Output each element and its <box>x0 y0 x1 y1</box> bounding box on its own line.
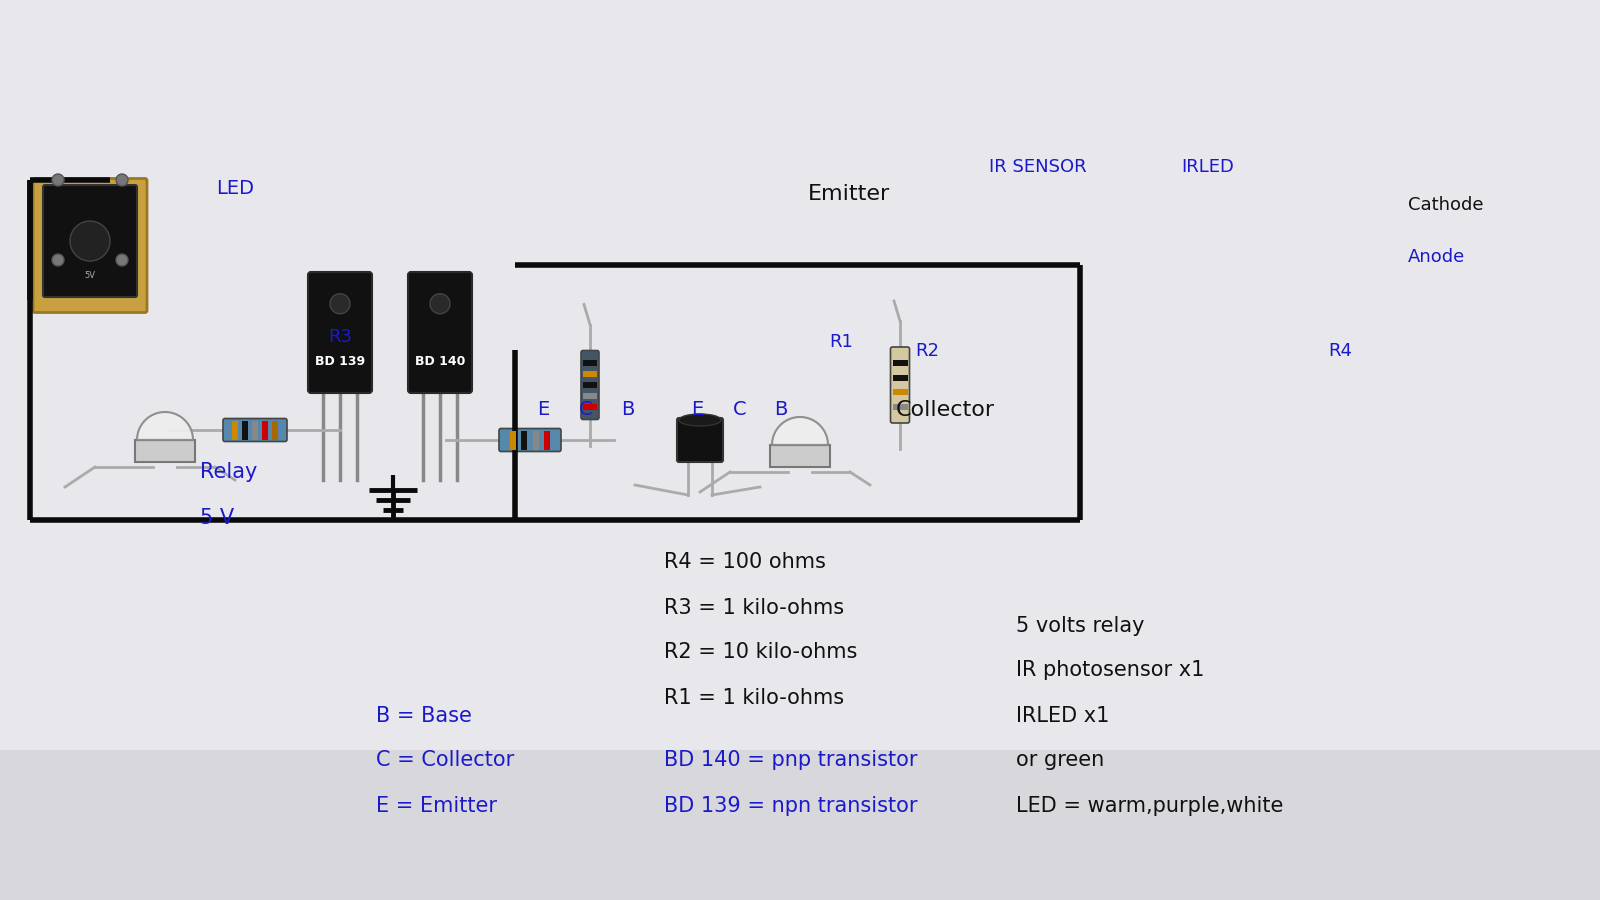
Text: or green: or green <box>1016 751 1104 770</box>
Text: C: C <box>579 400 594 419</box>
Circle shape <box>51 174 64 186</box>
Text: B: B <box>774 400 787 419</box>
Text: IR photosensor x1: IR photosensor x1 <box>1016 661 1205 680</box>
Bar <box>242 420 248 439</box>
Text: R2: R2 <box>915 342 939 360</box>
Text: 5 volts relay: 5 volts relay <box>1016 616 1144 635</box>
Bar <box>253 420 258 439</box>
Bar <box>770 445 830 467</box>
Circle shape <box>51 254 64 266</box>
Text: 5 V: 5 V <box>200 508 234 527</box>
Text: BD 139: BD 139 <box>315 355 365 368</box>
Text: R4 = 100 ohms: R4 = 100 ohms <box>664 553 826 572</box>
Bar <box>272 420 278 439</box>
FancyBboxPatch shape <box>307 272 371 393</box>
Circle shape <box>115 254 128 266</box>
Text: R3: R3 <box>328 328 352 346</box>
Ellipse shape <box>678 414 722 426</box>
Circle shape <box>115 174 128 186</box>
Text: Collector: Collector <box>896 400 995 419</box>
Text: Cathode: Cathode <box>1408 196 1483 214</box>
Text: E: E <box>538 400 550 419</box>
Text: LED: LED <box>216 179 254 199</box>
Bar <box>232 420 238 439</box>
Text: C = Collector: C = Collector <box>376 751 514 770</box>
Bar <box>522 430 528 449</box>
Text: R3 = 1 kilo-ohms: R3 = 1 kilo-ohms <box>664 598 845 617</box>
Bar <box>582 360 597 366</box>
FancyBboxPatch shape <box>891 347 909 423</box>
Bar <box>0 0 1600 750</box>
FancyBboxPatch shape <box>499 428 562 452</box>
FancyBboxPatch shape <box>677 418 723 462</box>
Text: R1 = 1 kilo-ohms: R1 = 1 kilo-ohms <box>664 688 845 707</box>
Bar <box>893 360 907 366</box>
FancyBboxPatch shape <box>34 178 147 312</box>
FancyBboxPatch shape <box>408 272 472 393</box>
Text: C: C <box>733 400 747 419</box>
Circle shape <box>430 293 450 314</box>
Bar <box>134 440 195 462</box>
Text: B: B <box>621 400 634 419</box>
Bar <box>893 403 907 410</box>
Text: 5V: 5V <box>85 271 96 280</box>
Text: B = Base: B = Base <box>376 706 472 725</box>
Text: BD 140: BD 140 <box>414 355 466 368</box>
Text: R1: R1 <box>829 333 853 351</box>
Bar <box>893 389 907 395</box>
FancyBboxPatch shape <box>222 418 286 442</box>
Text: IRLED: IRLED <box>1181 158 1234 176</box>
Bar <box>533 430 539 449</box>
FancyBboxPatch shape <box>581 350 598 419</box>
Text: Emitter: Emitter <box>808 184 890 203</box>
Bar <box>582 392 597 399</box>
Bar <box>0 750 1600 900</box>
Bar <box>582 404 597 410</box>
Text: LED = warm,purple,white: LED = warm,purple,white <box>1016 796 1283 815</box>
Bar <box>582 382 597 388</box>
Polygon shape <box>771 417 829 445</box>
Circle shape <box>70 221 110 261</box>
Text: IR SENSOR: IR SENSOR <box>989 158 1086 176</box>
Text: R2 = 10 kilo-ohms: R2 = 10 kilo-ohms <box>664 643 858 662</box>
Text: E = Emitter: E = Emitter <box>376 796 498 815</box>
Text: IRLED x1: IRLED x1 <box>1016 706 1109 725</box>
Bar <box>893 374 907 381</box>
Text: Anode: Anode <box>1408 248 1466 266</box>
Text: Relay: Relay <box>200 463 258 482</box>
Text: E: E <box>691 400 704 419</box>
Bar <box>262 420 269 439</box>
Bar <box>544 430 550 449</box>
Text: R4: R4 <box>1328 342 1352 360</box>
Circle shape <box>330 293 350 314</box>
Bar <box>509 430 515 449</box>
Polygon shape <box>138 412 194 440</box>
FancyBboxPatch shape <box>43 185 138 297</box>
Bar <box>582 371 597 377</box>
Text: BD 139 = npn transistor: BD 139 = npn transistor <box>664 796 917 815</box>
Text: BD 140 = pnp transistor: BD 140 = pnp transistor <box>664 751 917 770</box>
